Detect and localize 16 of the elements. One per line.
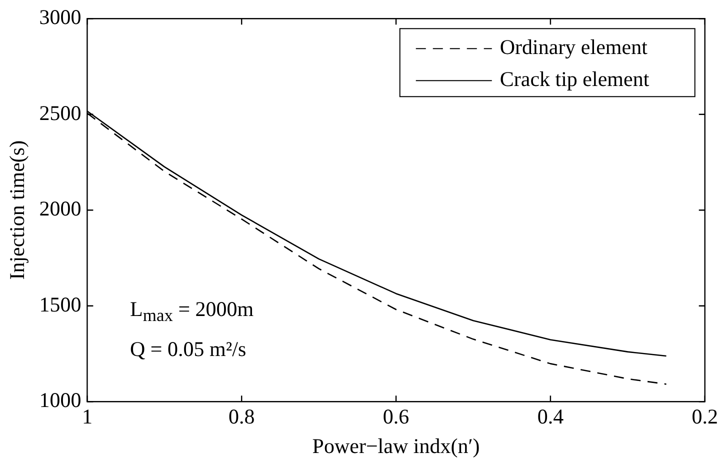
y-tick-label: 1500	[39, 292, 82, 316]
legend-label: Ordinary element	[500, 35, 648, 60]
y-tick-label: 3000	[39, 5, 82, 30]
x-tick-label: 1	[82, 404, 92, 429]
x-tick-label: 0.4	[537, 404, 564, 429]
x-tick-label: 0.6	[382, 404, 410, 429]
annotation: Q = 0.05 m²/s	[130, 336, 248, 364]
annotation: L$_{max}$ = 2000m	[130, 296, 254, 328]
y-tick-label: 2000	[39, 196, 82, 221]
x-tick-label: 0.8	[228, 404, 255, 429]
legend-label: Crack tip element	[500, 67, 650, 92]
y-tick-label: 1000	[39, 388, 82, 412]
y-tick-label: 2500	[39, 100, 82, 125]
y-axis-title: Injection time(s)	[5, 140, 30, 280]
x-axis-title: Power−law indx(n′)	[312, 434, 480, 458]
x-tick-label: 0.2	[692, 404, 718, 429]
